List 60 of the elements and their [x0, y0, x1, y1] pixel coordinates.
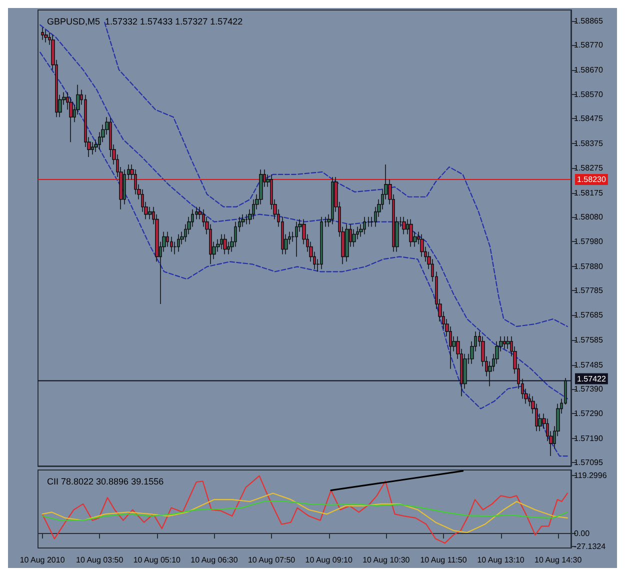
x-tick-label: 10 Aug 10:30: [362, 556, 410, 564]
line-series: [42, 475, 568, 544]
ref-line-label: 1.57422: [577, 374, 606, 384]
y-tick-label: 1.57685: [574, 310, 604, 320]
x-tick-label: 10 Aug 06:30: [190, 556, 238, 564]
candlestick: [220, 234, 223, 250]
candlestick: [331, 176, 334, 225]
y-tick-label: 1.58475: [574, 114, 604, 123]
line-series: [42, 500, 568, 521]
candlestick: [352, 228, 356, 248]
x-tick-label: 10 Aug 2010: [20, 556, 66, 564]
y-tick-label: 1.58865: [574, 16, 604, 26]
candlestick: [223, 234, 227, 255]
candlestick: [345, 224, 349, 262]
text: GBPUSD,M5 1.57332 1.57433 1.57327 1.57422: [47, 16, 243, 26]
line-series: [40, 24, 568, 400]
y-tick-label: 1.58375: [574, 138, 604, 148]
x-tick-label: 10 Aug 09:10: [305, 556, 353, 564]
y-tick-label: 1.57585: [574, 336, 604, 345]
line-series: [42, 492, 568, 534]
text: CII 78.8022 30.8896 39.1556: [47, 476, 164, 486]
y-tick-label: 1.57190: [574, 434, 604, 444]
y-tick-label: 1.57095: [574, 458, 604, 467]
candlestick: [177, 234, 180, 252]
y-tick-label: 119.2996: [574, 471, 608, 480]
y-tick-label: 1.57290: [574, 409, 604, 418]
y-tick-label: 1.58175: [574, 188, 604, 198]
candlestick: [295, 221, 298, 258]
candlestick: [44, 30, 48, 43]
x-tick-label: 10 Aug 05:10: [133, 556, 182, 564]
y-tick-label: 1.58770: [574, 40, 604, 50]
candlestick: [363, 216, 366, 235]
candlestick: [320, 216, 323, 270]
candlestick: [245, 214, 248, 225]
candlestick: [234, 221, 237, 248]
candlestick: [409, 218, 413, 248]
x-tick-label: 10 Aug 14:30: [534, 556, 582, 564]
y-tick-label: 1.57880: [574, 262, 604, 272]
y-tick-label: 1.57980: [574, 237, 604, 246]
y-tick-label: 1.58080: [574, 212, 604, 222]
x-tick-label: 10 Aug 03:50: [76, 556, 124, 564]
x-tick-label: 10 Aug 13:10: [477, 556, 525, 564]
candlestick: [420, 234, 424, 258]
y-tick-label: 1.57485: [574, 360, 604, 370]
y-tick-label: 0.00: [574, 528, 590, 538]
candlestick: [503, 336, 506, 350]
x-tick-label: 10 Aug 11:50: [420, 556, 468, 564]
y-tick-label: 1.57390: [574, 384, 604, 394]
y-tick-label: 1.58570: [574, 90, 604, 100]
line-series: [40, 52, 568, 457]
y-tick-label: 1.58275: [574, 164, 604, 173]
candlestick: [170, 236, 173, 252]
y-tick-label: 1.57785: [574, 286, 604, 295]
candlestick: [41, 27, 44, 40]
ref-line-label: 1.58230: [577, 174, 606, 184]
x-tick-label: 10 Aug 07:50: [248, 556, 296, 564]
candlestick: [166, 231, 169, 248]
candlestick: [402, 216, 406, 235]
y-tick-label: 1.58670: [574, 65, 604, 74]
y-tick-label: -27.1324: [574, 542, 606, 552]
